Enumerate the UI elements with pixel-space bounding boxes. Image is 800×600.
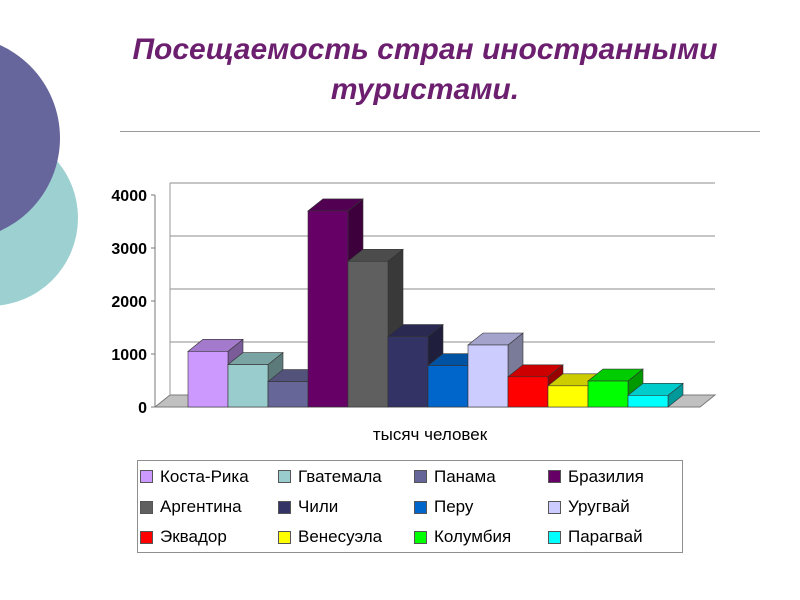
y-tick-label: 0: [138, 400, 147, 417]
legend-item: Перу: [414, 492, 548, 522]
bar-chart: 0 1000 2000 3000 4000 тысяч человек: [111, 182, 717, 444]
bar: [427, 365, 469, 408]
x-axis-label: тысяч человек: [373, 425, 488, 444]
legend-item: Колумбия: [414, 522, 548, 552]
legend-label: Перу: [434, 497, 474, 516]
legend-item: Гватемала: [278, 461, 414, 492]
legend: Коста-Рика Гватемала Панама Бразилия Аргенти…: [137, 460, 683, 553]
legend-swatch: [414, 470, 427, 483]
decorative-circles: [0, 45, 78, 306]
legend-label: Аргентина: [160, 497, 242, 516]
y-tick-label: 1000: [111, 347, 147, 364]
legend-item: Панама: [414, 461, 548, 492]
legend-swatch: [414, 500, 427, 514]
title-divider: [120, 131, 760, 132]
legend-item: Эквадор: [140, 522, 278, 552]
legend-swatch: [140, 470, 153, 483]
legend-swatch: [278, 530, 291, 544]
bar: [267, 381, 309, 408]
bar: [227, 364, 269, 408]
bar: [387, 336, 429, 408]
legend-item: Уругвай: [548, 492, 684, 522]
legend-item: Аргентина: [140, 492, 278, 522]
bar: [187, 351, 229, 408]
legend-swatch: [548, 470, 561, 483]
bar: [467, 344, 509, 408]
y-tick-label: 2000: [111, 294, 147, 311]
bar: [307, 210, 349, 408]
legend-item: Венесуэла: [278, 522, 414, 552]
legend-label: Бразилия: [568, 466, 644, 486]
legend-label: Парагвай: [568, 527, 643, 546]
legend-swatch: [548, 530, 561, 544]
legend-label: Гватемала: [298, 466, 382, 486]
y-tick-label: 4000: [111, 188, 147, 205]
legend-swatch: [414, 530, 427, 544]
legend-label: Эквадор: [160, 527, 227, 546]
legend-label: Коста-Рика: [160, 466, 249, 486]
legend-label: Венесуэла: [298, 527, 383, 546]
legend-item: Чили: [278, 492, 414, 522]
bar: [507, 376, 549, 408]
legend-item: Коста-Рика: [140, 461, 278, 492]
legend-swatch: [140, 530, 153, 544]
legend-grid: Коста-Рика Гватемала Панама Бразилия Аргенти…: [138, 461, 682, 552]
legend-swatch: [140, 500, 153, 514]
bar: [547, 385, 589, 408]
legend-label: Уругвай: [568, 497, 630, 516]
page-title: Посещаемость стран иностранными туристам…: [60, 30, 790, 110]
legend-item: Парагвай: [548, 522, 684, 552]
legend-item: Бразилия: [548, 461, 684, 492]
bar: [627, 395, 669, 408]
legend-label: Панама: [434, 466, 496, 486]
legend-swatch: [278, 500, 291, 514]
legend-label: Колумбия: [434, 527, 512, 546]
title-line-1: Посещаемость стран иностранными: [132, 33, 718, 66]
bar: [347, 260, 389, 408]
title-line-2: туристами.: [330, 73, 520, 106]
y-tick-label: 3000: [111, 241, 147, 258]
legend-swatch: [548, 500, 561, 514]
legend-label: Чили: [298, 497, 339, 516]
bar: [587, 380, 629, 408]
legend-swatch: [278, 470, 291, 483]
purple-circle: [0, 45, 60, 231]
